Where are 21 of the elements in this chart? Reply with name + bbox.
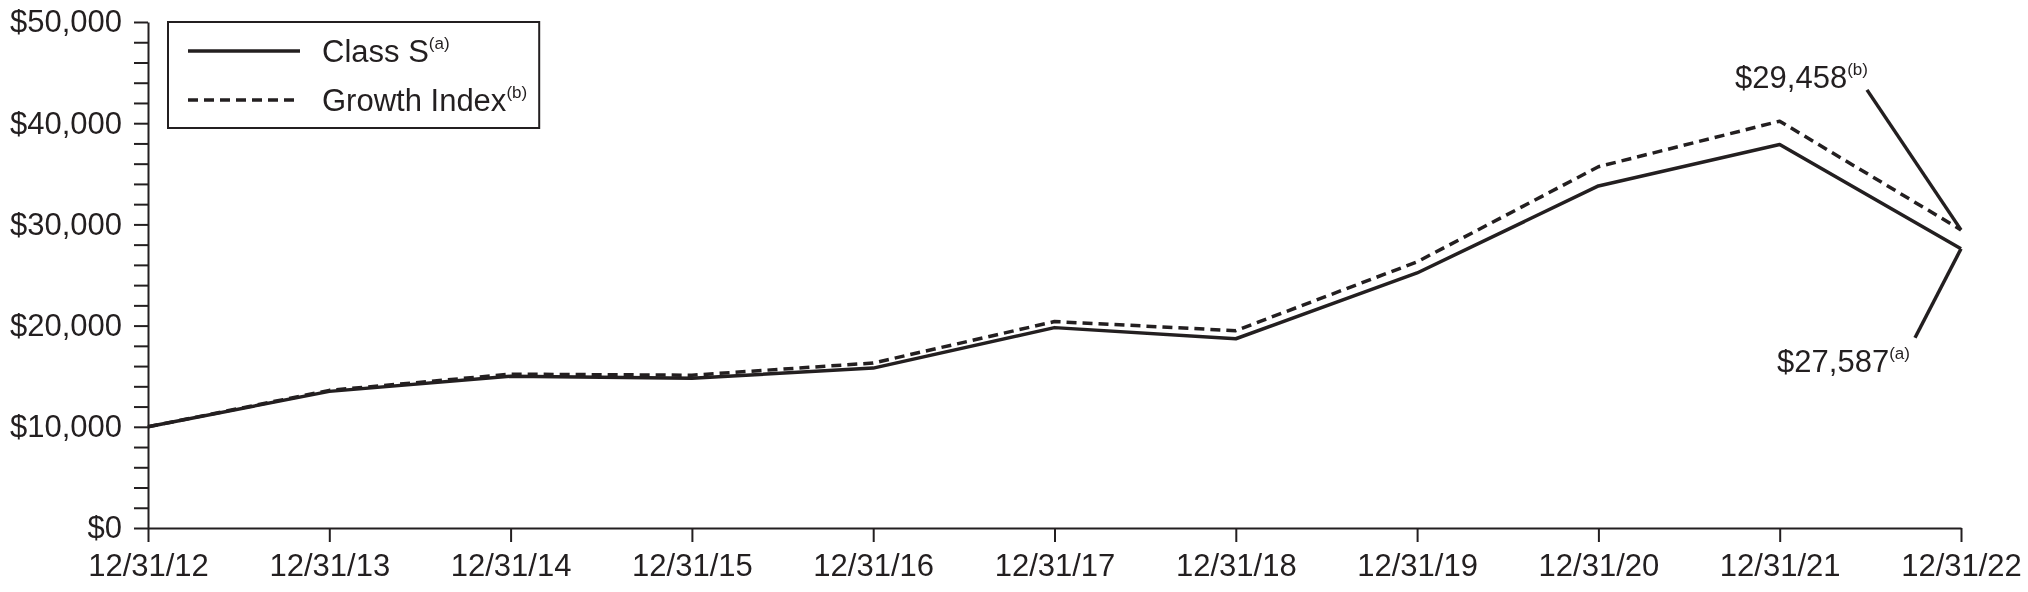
legend-label: Growth Index$^{(b)}$ — [322, 82, 528, 118]
x-tick-label: 12/31/17 — [994, 548, 1116, 584]
y-tick-label: $20,000 — [9, 308, 122, 344]
x-tick-label: 12/31/18 — [1175, 548, 1297, 584]
y-tick-label: $10,000 — [9, 409, 122, 445]
x-tick-label: 12/31/20 — [1538, 548, 1660, 584]
y-tick-label: $0 — [87, 510, 122, 546]
annotation: $29,458$^{(b)}$ — [1735, 59, 1868, 95]
x-tick-label: 12/31/15 — [632, 548, 753, 584]
x-tick-label: 12/31/13 — [269, 548, 391, 584]
y-tick-label: $30,000 — [9, 206, 122, 242]
y-tick-label: $40,000 — [9, 105, 122, 141]
legend-label: Class S$^{(a)}$ — [322, 33, 450, 69]
x-tick-label: 12/31/16 — [813, 548, 935, 584]
x-tick-label: 12/31/22 — [1901, 548, 2022, 584]
x-tick-label: 12/31/21 — [1719, 548, 1841, 584]
x-tick-label: 12/31/19 — [1357, 548, 1478, 584]
annotation: $27,587$^{(a)}$ — [1777, 343, 1910, 379]
x-tick-label: 12/31/12 — [88, 548, 209, 584]
y-tick-label: $50,000 — [9, 4, 122, 40]
x-tick-label: 12/31/14 — [450, 548, 572, 584]
